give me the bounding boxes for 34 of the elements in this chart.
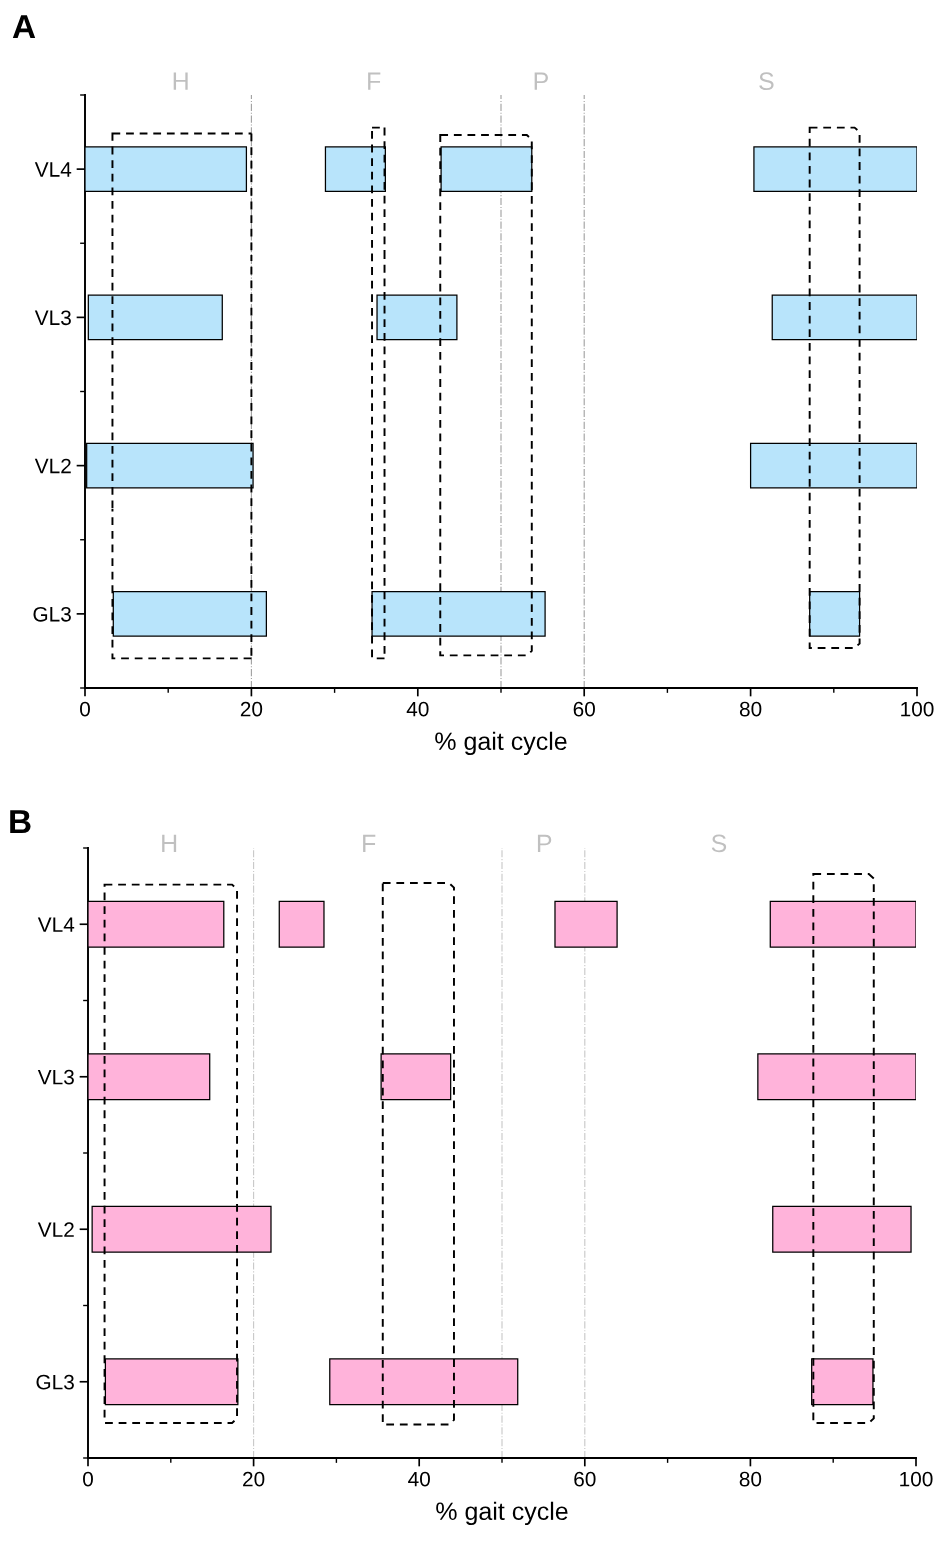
x-tick-label: 20 [243,1471,265,1487]
text: H [173,72,188,90]
text: P [534,72,548,90]
x-tick-label: 40 [406,701,429,717]
y-tick-label: GL3 [36,1374,74,1390]
x-tick-label: 100 [900,1471,933,1487]
y-tick-label: VL4 [37,917,75,932]
x-tick-label: 60 [573,701,595,717]
x-tick-label: 0 [83,1471,93,1487]
y-tick-label: VL3 [34,310,71,326]
text: A [12,15,36,39]
y-tick-label: VL2 [34,458,71,474]
x-tick-label: 60 [574,1471,596,1487]
x-tick-label: 40 [408,1471,430,1487]
y-tick-label: VL4 [34,162,72,177]
y-tick-label: VL3 [37,1069,74,1085]
x-tick-label: 100 [901,701,934,717]
text: F [363,834,376,852]
text: H [162,834,177,852]
x-axis-title: % gait cycle [436,1501,568,1526]
text: F [368,72,381,90]
bar [554,900,618,948]
x-tick-label: 20 [240,701,263,717]
text: S [759,72,774,91]
x-tick-label: 80 [739,701,762,717]
bar [278,900,325,948]
y-tick-label: GL3 [33,606,71,622]
text: S [711,834,727,853]
y-tick-label: VL2 [37,1222,74,1237]
text: B [10,810,31,834]
x-axis-title: % gait cycle [435,731,567,756]
x-tick-label: 80 [739,1471,762,1487]
text: P [537,834,552,852]
x-tick-label: 0 [80,701,90,717]
